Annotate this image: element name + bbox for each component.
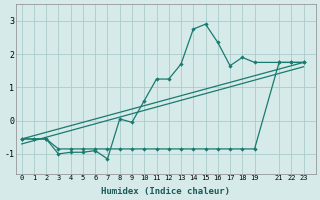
X-axis label: Humidex (Indice chaleur): Humidex (Indice chaleur) bbox=[101, 187, 230, 196]
